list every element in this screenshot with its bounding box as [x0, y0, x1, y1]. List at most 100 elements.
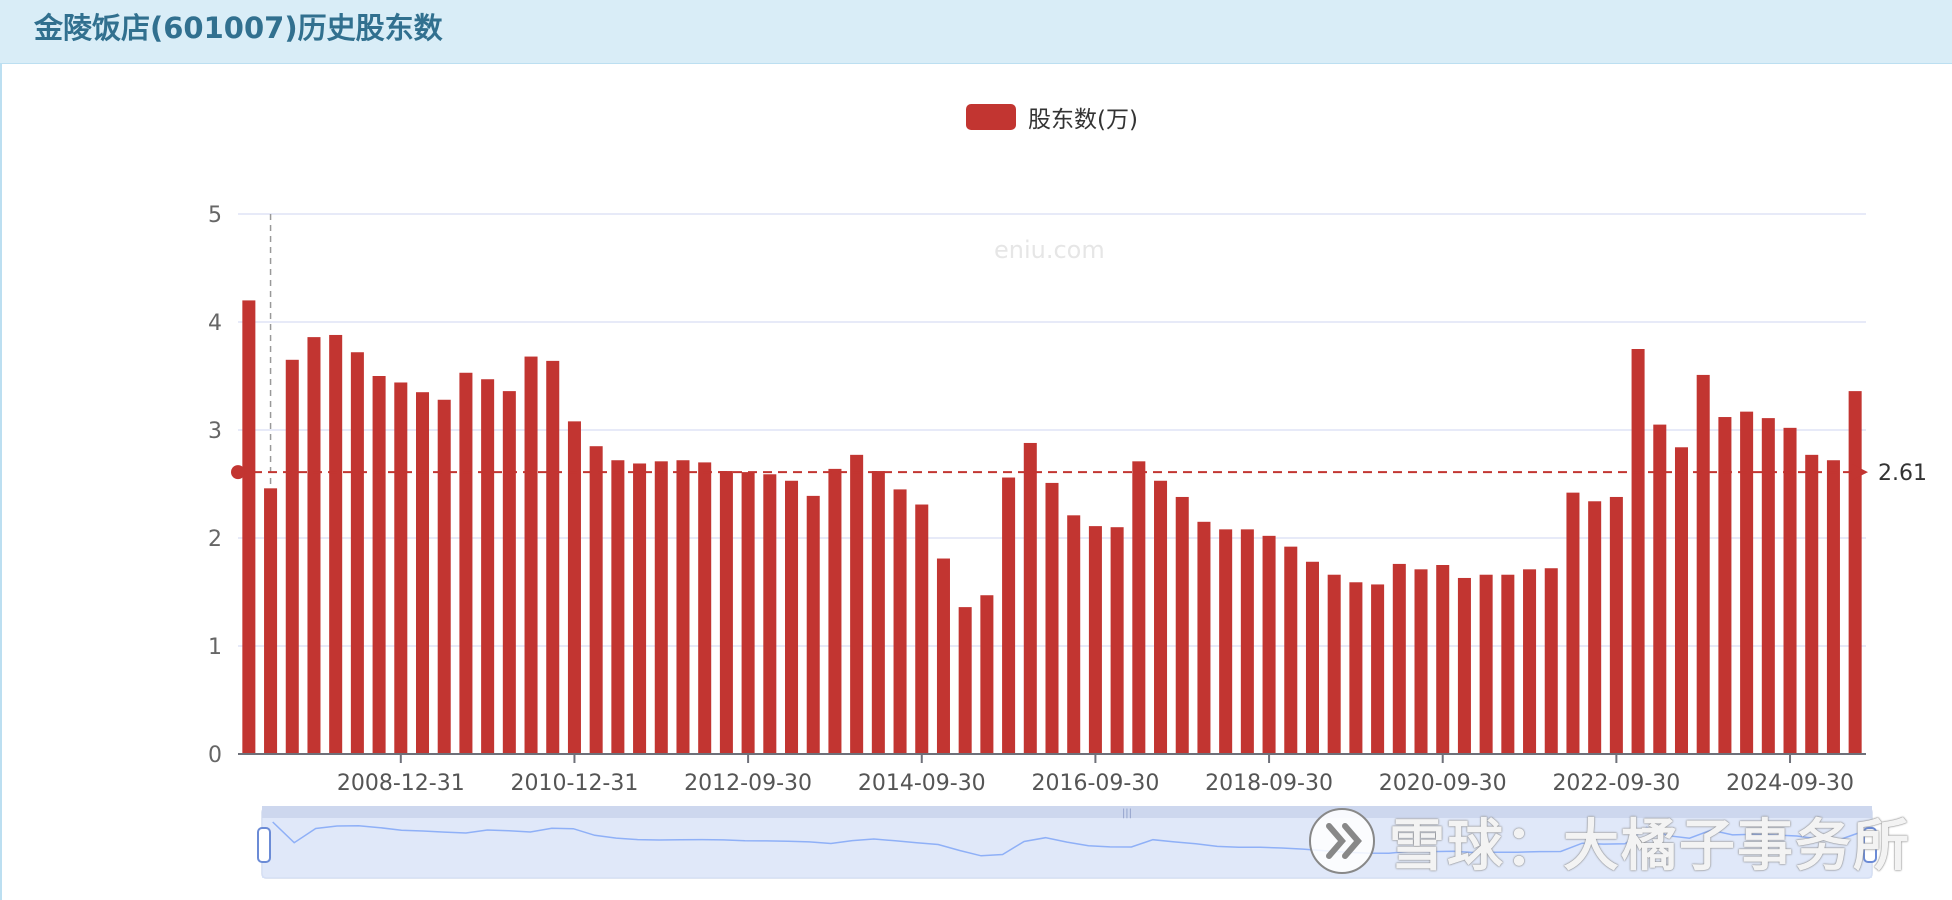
datazoom-end-handle[interactable] — [1863, 827, 1877, 863]
bar[interactable] — [1110, 527, 1124, 754]
bar[interactable] — [481, 379, 495, 754]
bar[interactable] — [502, 391, 516, 754]
average-mark-end-arrow — [1852, 464, 1868, 481]
bar[interactable] — [307, 337, 321, 754]
bar[interactable] — [329, 334, 343, 754]
legend-label[interactable]: 股东数(万) — [1028, 107, 1138, 133]
panel-border — [0, 63, 2, 900]
bar[interactable] — [871, 471, 885, 754]
bar[interactable] — [524, 356, 538, 754]
x-tick-label: 2020-09-30 — [1379, 771, 1507, 796]
bar[interactable] — [1566, 492, 1580, 754]
bar[interactable] — [1371, 584, 1385, 754]
bar[interactable] — [1240, 529, 1254, 754]
bar[interactable] — [372, 376, 386, 754]
average-mark-label: 2.61 — [1878, 461, 1927, 486]
x-tick-label: 2012-09-30 — [684, 771, 812, 796]
datazoom-preview-line — [272, 821, 1862, 857]
bar[interactable] — [394, 382, 408, 754]
bar[interactable] — [719, 471, 733, 754]
bar[interactable] — [1826, 460, 1840, 754]
bar[interactable] — [1761, 418, 1775, 754]
bar[interactable] — [1718, 417, 1732, 754]
bar[interactable] — [850, 454, 864, 754]
bar[interactable] — [1609, 496, 1623, 754]
bar[interactable] — [264, 488, 278, 754]
bar[interactable] — [1631, 349, 1645, 754]
bar[interactable] — [437, 399, 451, 754]
bar[interactable] — [1696, 374, 1710, 754]
bar[interactable] — [589, 446, 603, 754]
bar[interactable] — [1284, 546, 1298, 754]
bar[interactable] — [1175, 496, 1189, 754]
bar[interactable] — [1045, 482, 1059, 754]
bar[interactable] — [1805, 454, 1819, 754]
legend[interactable]: 股东数(万) — [966, 102, 1138, 133]
bar[interactable] — [1154, 480, 1168, 754]
bar[interactable] — [958, 607, 972, 754]
bar[interactable] — [1523, 569, 1537, 754]
bar[interactable] — [936, 558, 950, 754]
bar[interactable] — [828, 468, 842, 754]
xueqiu-watermark: 雪球：大橘子事务所 — [1305, 806, 1911, 879]
x-tick-label: 2016-09-30 — [1031, 771, 1159, 796]
bar[interactable] — [1197, 521, 1211, 754]
bar[interactable] — [1219, 529, 1233, 754]
chart-title: 金陵饭店(601007)历史股东数 — [34, 11, 443, 45]
bar[interactable] — [1457, 577, 1471, 754]
bar[interactable] — [980, 595, 994, 754]
datazoom-selected-range — [262, 808, 1872, 878]
bar[interactable] — [415, 392, 430, 754]
bar[interactable] — [741, 472, 755, 754]
bar[interactable] — [1783, 427, 1797, 754]
x-tick-label: 2022-09-30 — [1552, 771, 1680, 796]
bar[interactable] — [350, 352, 364, 754]
bar[interactable] — [763, 474, 777, 754]
bar[interactable] — [1501, 574, 1515, 754]
bar[interactable] — [1132, 461, 1146, 754]
bar[interactable] — [567, 421, 581, 754]
bar[interactable] — [1653, 424, 1667, 754]
bar[interactable] — [698, 462, 712, 754]
average-mark-start-dot — [231, 465, 245, 480]
y-tick-label: 4 — [208, 311, 222, 336]
xueqiu-logo-icon — [1309, 808, 1375, 874]
bar[interactable] — [1674, 447, 1689, 754]
bar[interactable] — [1305, 561, 1319, 754]
y-tick-label: 1 — [208, 635, 222, 660]
bar[interactable] — [806, 495, 820, 754]
bar[interactable] — [1262, 535, 1276, 754]
bar[interactable] — [1088, 526, 1102, 754]
datazoom-grip-icon: ||| — [1122, 808, 1132, 819]
bar[interactable] — [654, 461, 668, 754]
x-tick-label: 2010-12-31 — [511, 771, 639, 796]
bar[interactable] — [915, 504, 929, 754]
bar[interactable] — [459, 372, 473, 754]
bar[interactable] — [1023, 442, 1037, 754]
bar[interactable] — [1436, 565, 1450, 754]
bar[interactable] — [242, 300, 256, 754]
bar[interactable] — [676, 460, 690, 754]
bar[interactable] — [1349, 582, 1363, 754]
bar[interactable] — [1588, 501, 1602, 754]
bar[interactable] — [785, 480, 799, 754]
datazoom-start-handle[interactable] — [257, 827, 271, 863]
bar[interactable] — [633, 463, 647, 754]
bar[interactable] — [611, 460, 625, 754]
bar[interactable] — [285, 359, 299, 754]
bar[interactable] — [1848, 391, 1862, 754]
y-tick-label: 3 — [208, 419, 222, 444]
bar[interactable] — [1740, 411, 1754, 754]
bar[interactable] — [1392, 563, 1406, 754]
bar[interactable] — [1479, 574, 1493, 754]
bar[interactable] — [1327, 574, 1341, 754]
bar[interactable] — [1414, 569, 1428, 754]
x-tick-label: 2024-09-30 — [1726, 771, 1854, 796]
bar[interactable] — [1067, 515, 1081, 754]
legend-swatch[interactable] — [966, 104, 1016, 130]
bar[interactable] — [546, 360, 560, 754]
bar[interactable] — [893, 489, 907, 754]
bar[interactable] — [1002, 477, 1016, 754]
bar[interactable] — [1544, 568, 1558, 754]
